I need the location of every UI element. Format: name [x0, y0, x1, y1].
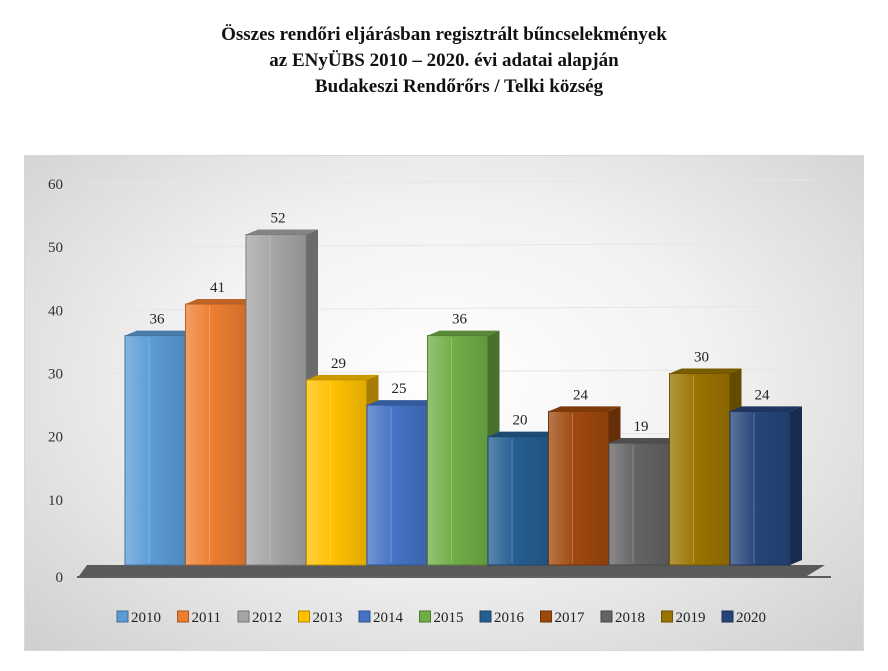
bar-2020 [729, 406, 802, 566]
data-label-2012: 52 [271, 211, 286, 227]
bar-top [609, 437, 681, 443]
data-label-2016: 20 [513, 413, 528, 429]
bar-top [306, 374, 379, 380]
bar-top [488, 431, 560, 437]
bar-front [306, 379, 367, 566]
data-label-2013: 29 [331, 356, 346, 372]
legend-swatch-2020 [721, 610, 734, 623]
data-label-2020: 24 [755, 387, 771, 403]
data-label-2011: 41 [210, 280, 225, 296]
legend-label-2019: 2019 [676, 610, 706, 626]
legend-swatch-2018 [600, 610, 613, 623]
chart-svg: 0 10 20 30 40 50 60 36 41 52 29 25 36 20 24 19 30 24 2010 2… [48, 177, 831, 626]
legend-label-2015: 2015 [434, 610, 464, 626]
y-tick-label: 60 [48, 177, 63, 193]
bar-front [669, 373, 730, 566]
y-tick-label: 40 [48, 303, 63, 319]
legend-label-2018: 2018 [615, 610, 645, 626]
legend-label-2011: 2011 [192, 610, 221, 626]
bar-front [185, 303, 246, 566]
legend-label-2020: 2020 [736, 610, 766, 626]
legend-swatch-2011 [177, 610, 189, 623]
legend-swatch-2012 [237, 610, 250, 623]
bar-front [608, 442, 670, 566]
legend-swatch-2013 [298, 610, 310, 623]
gridline [86, 242, 816, 248]
legend-swatch-2017 [540, 610, 552, 623]
legend-swatch-2015 [419, 610, 431, 623]
bar-top [185, 299, 258, 305]
bar-front [366, 404, 428, 566]
data-label-2019: 30 [694, 350, 709, 366]
bar-top [669, 368, 742, 374]
y-tick-label: 10 [48, 493, 63, 509]
chart-title: Összes rendőri eljárásban regisztrált bű… [0, 22, 888, 100]
bar-front [548, 410, 609, 566]
bar-front [124, 335, 186, 566]
chart-floor [79, 565, 825, 576]
bar-top [548, 406, 621, 412]
legend-label-2013: 2013 [313, 610, 343, 626]
legend-swatch-2010 [116, 610, 129, 623]
title-line-1: Összes rendőri eljárásban regisztrált bű… [221, 24, 667, 45]
gridline [86, 179, 816, 185]
data-label-2018: 19 [634, 419, 649, 435]
y-tick-label: 20 [48, 430, 63, 446]
chart-area: 0 10 20 30 40 50 60 36 41 52 29 25 36 20 24 19 30 24 2010 2… [24, 155, 864, 651]
bar-top [246, 229, 318, 235]
legend-label-2010: 2010 [131, 610, 161, 626]
bar-top [125, 330, 197, 336]
bar-front [427, 335, 488, 566]
legend-label-2016: 2016 [494, 610, 525, 626]
data-label-2015: 36 [452, 312, 468, 328]
legend-label-2017: 2017 [555, 610, 586, 626]
title-line-3: Budakeszi Rendőrőrs / Telki község [314, 76, 604, 97]
data-label-2017: 24 [573, 387, 589, 403]
legend-swatch-2019 [661, 610, 673, 623]
legend-swatch-2016 [479, 610, 492, 623]
y-tick-label: 0 [56, 570, 64, 586]
bar-2012 [245, 229, 318, 566]
title-line-2: az ENyÜBS 2010 – 2020. évi adatai alapjá… [269, 50, 619, 71]
bar-front [729, 410, 791, 566]
bar-top [427, 330, 500, 336]
bar-front [245, 234, 307, 566]
y-tick-label: 30 [48, 367, 63, 383]
data-label-2014: 25 [392, 381, 407, 397]
data-label-2010: 36 [150, 312, 166, 328]
bar-side [790, 406, 802, 565]
y-tick-label: 50 [48, 240, 63, 256]
bar-front [487, 436, 549, 566]
legend-label-2014: 2014 [373, 610, 404, 626]
legend-swatch-2014 [358, 610, 371, 623]
bar-top [730, 406, 802, 412]
bar-top [367, 400, 439, 406]
legend-label-2012: 2012 [252, 610, 282, 626]
